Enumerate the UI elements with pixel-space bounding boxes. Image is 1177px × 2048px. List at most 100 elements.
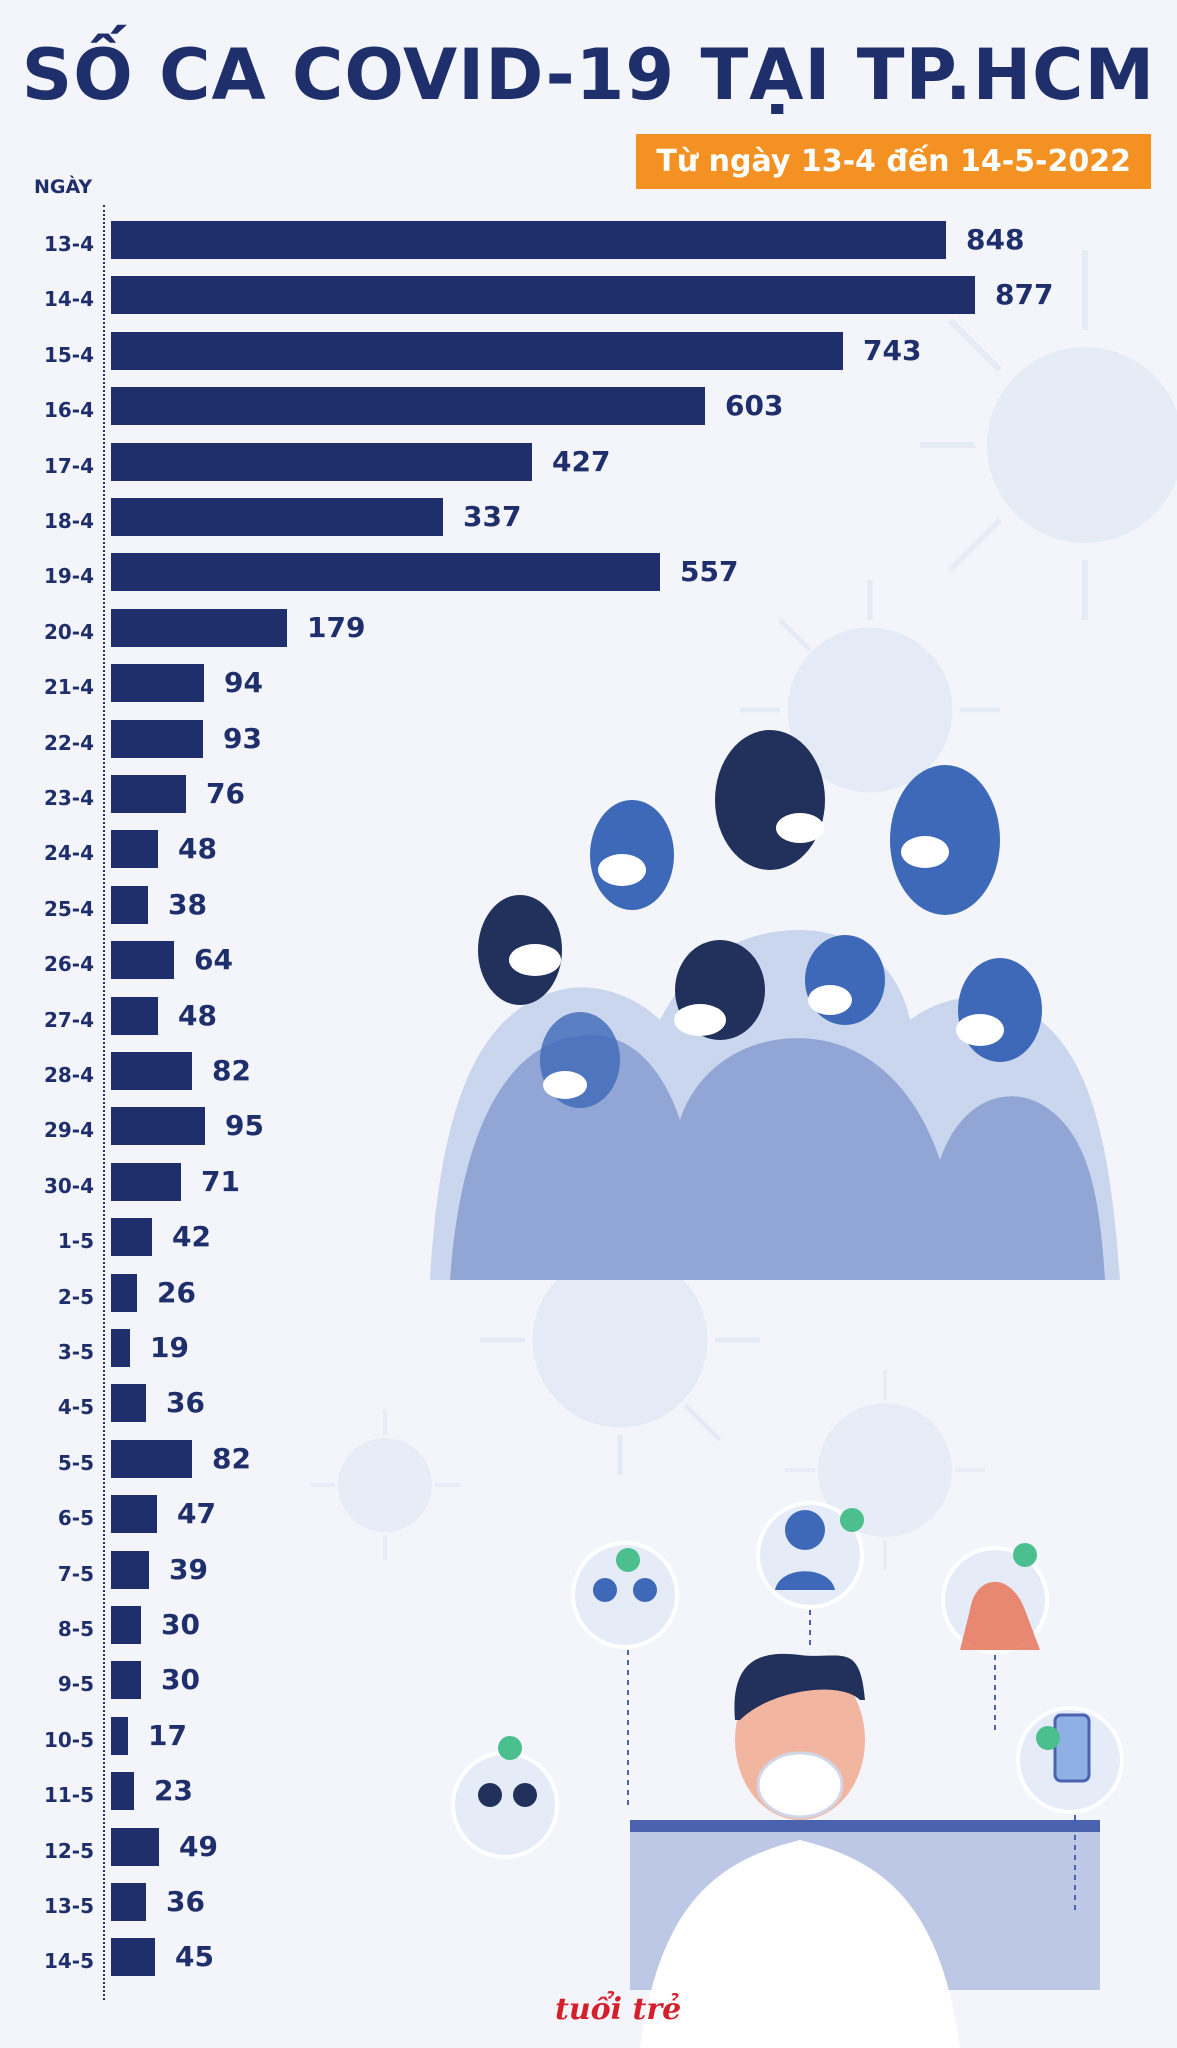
value-label: 48 — [178, 998, 217, 1032]
check-icon — [498, 1508, 1060, 1760]
category-label: 17-4 — [43, 453, 94, 478]
bar-row: 13-4 848 — [0, 221, 1177, 259]
value-label: 17 — [148, 1718, 187, 1752]
bar — [111, 553, 660, 592]
bar — [111, 1550, 149, 1589]
y-axis-label: NGÀY — [34, 176, 93, 198]
bar — [111, 885, 148, 924]
virus-icon — [740, 580, 1000, 802]
page-title: SỐ CA COVID-19 TẠI TP.HCM — [21, 34, 1156, 116]
bar — [111, 498, 443, 536]
value-label: 47 — [177, 1497, 216, 1531]
date-range-badge: Từ ngày 13-4 đến 14-5-2022 — [636, 134, 1151, 189]
virus-icon — [920, 250, 1177, 620]
bar — [111, 221, 946, 259]
bar — [111, 1052, 192, 1090]
category-label: 6-5 — [57, 1506, 94, 1531]
category-label: 5-5 — [57, 1450, 94, 1475]
value-label: 19 — [150, 1331, 189, 1364]
bar — [111, 1107, 205, 1146]
category-label: 3-5 — [57, 1340, 94, 1364]
bar — [111, 996, 158, 1035]
value-label: 557 — [680, 555, 739, 589]
bar-row: 15-4 743 — [0, 331, 1177, 370]
value-label: 427 — [552, 444, 611, 478]
category-label: 21-4 — [43, 675, 94, 700]
bar-row: 20-4 179 — [0, 608, 1177, 647]
value-label: 23 — [154, 1774, 193, 1808]
category-label: 15-4 — [43, 342, 94, 367]
value-label: 64 — [194, 943, 233, 977]
category-label: 14-4 — [43, 287, 94, 312]
bar — [111, 608, 287, 647]
bar-row: 30-4 71 — [0, 1162, 1177, 1201]
category-label: 9-5 — [57, 1672, 94, 1697]
y-axis-line — [103, 205, 105, 2000]
bar-row: 5-5 82 — [0, 1439, 1177, 1478]
value-label: 76 — [206, 777, 245, 810]
bar — [111, 775, 186, 813]
bar — [111, 1439, 192, 1478]
value-label: 39 — [169, 1552, 208, 1586]
value-label: 42 — [172, 1220, 211, 1254]
category-label: 7-5 — [57, 1561, 94, 1586]
value-label: 36 — [166, 1386, 205, 1420]
category-label: 14-5 — [43, 1949, 94, 1974]
bar-row: 21-4 94 — [0, 664, 1177, 703]
category-label: 28-4 — [43, 1063, 94, 1087]
bar — [111, 664, 204, 703]
category-label: 19-4 — [43, 564, 94, 589]
category-label: 10-5 — [43, 1727, 94, 1752]
category-label: 23-4 — [43, 786, 94, 810]
bar — [111, 1384, 146, 1423]
category-label: 29-4 — [43, 1118, 94, 1143]
bar-row: 3-5 19 — [0, 1329, 1177, 1367]
bar — [111, 719, 203, 758]
bar-row: 1-5 42 — [0, 1218, 1177, 1257]
category-label: 12-5 — [43, 1838, 94, 1863]
value-label: 48 — [178, 832, 217, 866]
value-label: 93 — [223, 721, 262, 755]
category-label: 13-5 — [43, 1894, 94, 1918]
bar-row: 24-4 48 — [0, 830, 1177, 869]
bar — [111, 1218, 152, 1257]
value-label: 30 — [161, 1608, 200, 1641]
category-label: 8-5 — [57, 1617, 94, 1641]
bar-row: 14-4 877 — [0, 276, 1177, 315]
category-label: 20-4 — [43, 619, 94, 644]
category-label: 27-4 — [43, 1007, 94, 1032]
value-label: 603 — [725, 389, 784, 423]
doctor-illustration — [451, 1501, 1124, 2048]
category-label: 4-5 — [57, 1395, 94, 1420]
value-label: 82 — [212, 1441, 251, 1475]
bar-row: 19-4 557 — [0, 553, 1177, 592]
bar-row: 18-4 337 — [0, 498, 1177, 536]
bar — [111, 276, 975, 315]
bar-row: 7-5 39 — [0, 1550, 1177, 1589]
bar-row: 16-4 603 — [0, 387, 1177, 426]
category-label: 26-4 — [43, 952, 94, 977]
bar-row: 9-5 30 — [0, 1661, 1177, 1700]
bar — [111, 1329, 130, 1367]
bar — [111, 1606, 141, 1644]
bar-row: 14-5 45 — [0, 1938, 1177, 1977]
bar-row: 2-5 26 — [0, 1273, 1177, 1312]
category-label: 18-4 — [43, 509, 94, 533]
bar-row: 8-5 30 — [0, 1606, 1177, 1644]
category-label: 13-4 — [43, 232, 94, 256]
bar-row: 10-5 17 — [0, 1716, 1177, 1755]
value-label: 26 — [157, 1275, 196, 1309]
virus-icon — [785, 1370, 985, 1570]
bar — [111, 1883, 146, 1921]
bar-row: 29-4 95 — [0, 1107, 1177, 1146]
bar-row: 26-4 64 — [0, 941, 1177, 980]
value-label: 94 — [224, 666, 263, 700]
value-label: 30 — [161, 1663, 200, 1697]
value-label: 337 — [463, 500, 522, 533]
value-label: 743 — [863, 333, 922, 367]
value-label: 179 — [307, 610, 366, 644]
bar-row: 12-5 49 — [0, 1827, 1177, 1866]
bar — [111, 442, 532, 481]
bar — [111, 830, 158, 869]
brand-logo: tuổi trẻ — [555, 1992, 682, 2027]
